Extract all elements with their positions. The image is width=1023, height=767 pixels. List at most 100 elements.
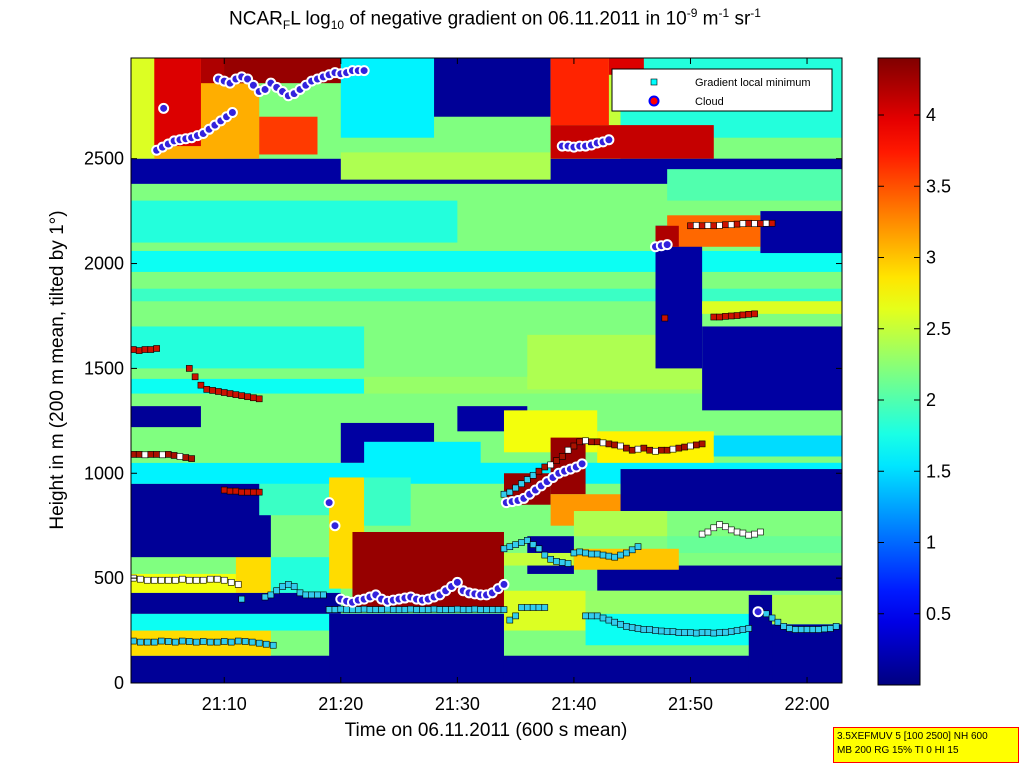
gradient-min-marker — [185, 365, 193, 372]
heatmap-cell-47 — [597, 565, 842, 591]
gradient-min-marker — [360, 605, 368, 613]
colorbar-tick-label: 3.5 — [926, 176, 951, 196]
gradient-min-marker — [704, 528, 712, 536]
gradient-min-marker — [693, 629, 700, 637]
gradient-min-marker — [182, 454, 190, 461]
gradient-min-marker — [366, 606, 374, 613]
y-tick-label: 2000 — [84, 254, 124, 274]
gradient-min-marker — [523, 476, 531, 483]
gradient-min-marker — [827, 625, 834, 632]
gradient-min-marker — [681, 443, 688, 451]
gradient-min-marker — [523, 604, 531, 611]
plot-frame — [130, 57, 843, 684]
heatmap-cell-15 — [131, 288, 842, 302]
gradient-min-marker — [244, 488, 251, 496]
gradient-min-marker — [144, 576, 151, 584]
gradient-min-marker — [605, 552, 613, 560]
gradient-min-marker — [757, 220, 764, 227]
gradient-min-marker — [372, 606, 380, 613]
gradient-min-marker — [535, 467, 543, 475]
gradient-min-marker — [652, 627, 659, 634]
legend-label: Gradient local minimum — [695, 77, 811, 89]
gradient-min-marker — [137, 575, 144, 583]
legend-box — [611, 68, 833, 112]
colorbar-tick-label: 2.5 — [926, 319, 951, 339]
gradient-min-marker — [745, 625, 753, 632]
heatmap-cell-6 — [235, 557, 271, 593]
gradient-min-marker — [314, 591, 321, 599]
gradient-min-marker — [762, 610, 770, 618]
gradient-min-marker — [687, 222, 694, 230]
gradient-min-marker — [454, 605, 461, 613]
colorbar-axis: 0.5 1 1.5 2 2.5 3 3.5 4 — [878, 105, 951, 624]
heatmap-cell-53 — [410, 498, 504, 532]
gradient-min-marker — [693, 222, 700, 229]
gradient-min-marker — [762, 219, 770, 227]
cloud-marker — [451, 576, 463, 588]
gradient-min-marker — [582, 549, 589, 557]
gradient-min-marker — [500, 606, 508, 613]
gradient-min-marker — [751, 220, 758, 227]
gradient-min-marker — [623, 444, 630, 452]
x-tick-label: 21:20 — [318, 694, 363, 714]
gradient-min-marker — [698, 440, 706, 448]
heatmap — [131, 58, 842, 683]
gradient-min-marker — [547, 461, 554, 469]
gradient-min-marker — [605, 440, 613, 448]
gradient-min-marker — [722, 523, 729, 531]
cloud-marker — [158, 102, 170, 114]
gradient-min-marker — [171, 638, 179, 646]
gradient-min-marker — [681, 629, 688, 636]
gradient-min-marker — [442, 606, 450, 613]
gradient-min-marker — [141, 451, 149, 459]
gradient-min-marker — [203, 386, 211, 393]
colorbar-tick-label: 3 — [926, 248, 936, 268]
gradient-min-marker — [786, 625, 793, 632]
gradient-min-marker — [640, 626, 648, 633]
x-tick-label: 21:40 — [551, 694, 596, 714]
gradient-min-marker — [658, 627, 665, 635]
gradient-min-marker — [541, 604, 549, 611]
gradient-min-marker — [663, 446, 671, 454]
gradient-min-marker — [178, 637, 186, 645]
gradient-min-marker — [255, 488, 263, 496]
gradient-min-marker — [564, 446, 572, 454]
gradient-min-marker — [234, 637, 242, 645]
gradient-min-marker — [582, 437, 589, 445]
gradient-min-marker — [483, 606, 490, 613]
gradient-min-marker — [238, 392, 246, 399]
gradient-min-marker — [693, 441, 700, 449]
gradient-min-marker — [733, 220, 741, 228]
heatmap-cell-44 — [620, 469, 842, 512]
gradient-min-marker — [267, 591, 275, 599]
gradient-min-marker — [248, 638, 256, 646]
heatmap-cell-16 — [131, 250, 842, 272]
gradient-min-marker — [815, 626, 822, 633]
gradient-min-marker — [576, 548, 584, 556]
heatmap-cell-22 — [434, 58, 551, 117]
gradient-min-marker — [185, 638, 193, 645]
heatmap-cell-40 — [364, 441, 481, 478]
gradient-min-marker — [535, 545, 543, 553]
gradient-min-marker — [675, 444, 683, 452]
gradient-min-marker — [710, 524, 718, 532]
gradient-min-marker — [588, 438, 595, 446]
gradient-min-marker — [512, 541, 519, 548]
gradient-min-marker — [792, 626, 799, 633]
gradient-min-marker — [582, 612, 589, 620]
gradient-min-marker — [570, 549, 578, 557]
gradient-min-marker — [698, 222, 706, 230]
gradient-min-marker — [768, 219, 776, 227]
gradient-min-marker — [658, 446, 665, 454]
gradient-min-marker — [465, 606, 473, 613]
cloud-marker — [358, 65, 370, 77]
gradient-min-marker — [727, 312, 735, 320]
gradient-min-marker — [541, 551, 549, 559]
gradient-min-marker — [727, 221, 735, 229]
gradient-min-marker — [599, 439, 607, 447]
gradient-min-marker — [209, 387, 216, 394]
gradient-min-marker — [710, 222, 718, 230]
gradient-min-marker — [797, 626, 805, 633]
gradient-min-marker — [197, 381, 205, 389]
